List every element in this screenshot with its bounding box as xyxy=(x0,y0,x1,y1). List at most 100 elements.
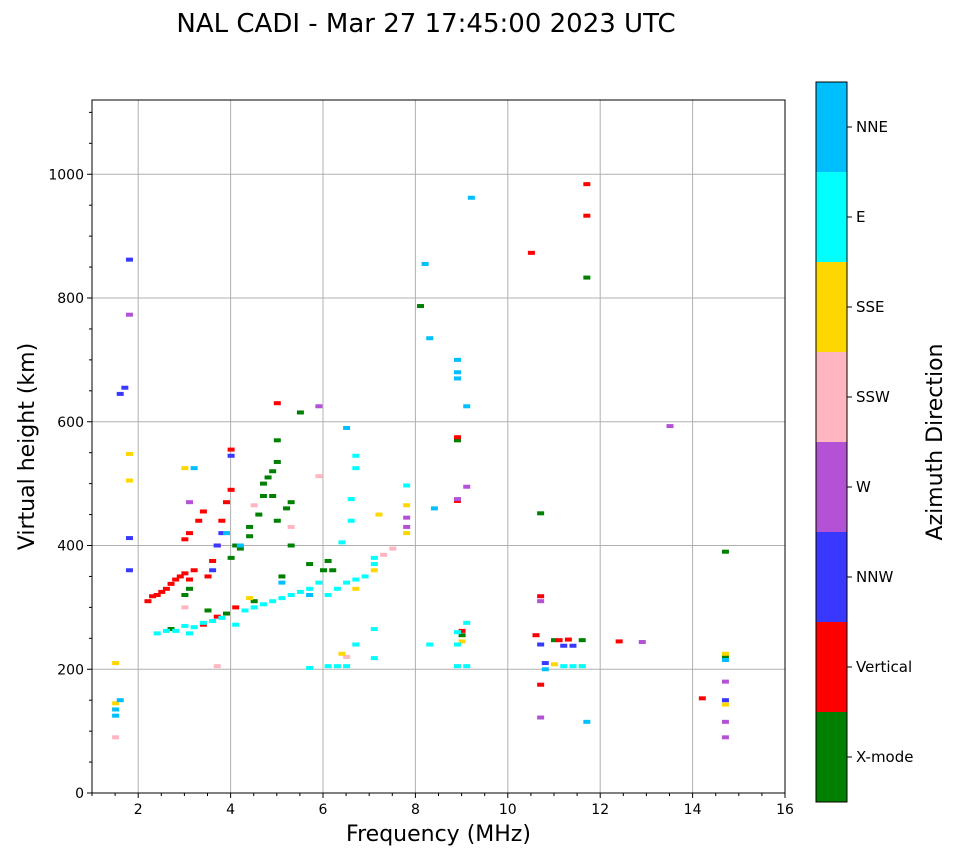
echo-point xyxy=(537,599,545,604)
echo-point xyxy=(278,574,286,579)
y-tick-label: 1000 xyxy=(48,167,84,183)
echo-point xyxy=(352,466,360,471)
echo-point xyxy=(199,620,207,625)
colorbar-segment xyxy=(816,712,847,802)
echo-point xyxy=(352,586,360,591)
echo-point xyxy=(638,640,646,645)
colorbar-segment xyxy=(816,622,847,712)
echo-point xyxy=(324,593,332,597)
echo-point xyxy=(246,534,254,539)
echo-point xyxy=(551,638,558,643)
echo-point xyxy=(172,628,180,633)
echo-point xyxy=(273,438,281,443)
colorbar: X-mode Vertical NNW W SSW SSE E NNE xyxy=(815,81,913,803)
echo-point xyxy=(287,593,295,597)
colorbar-label: NNE xyxy=(856,118,888,136)
echo-point xyxy=(227,487,235,492)
echo-point xyxy=(190,625,198,630)
echo-point xyxy=(121,385,129,390)
echo-point xyxy=(213,614,221,619)
echo-point xyxy=(125,568,133,573)
echo-point xyxy=(467,195,475,200)
echo-point xyxy=(532,633,540,638)
echo-point xyxy=(380,552,388,557)
echo-point xyxy=(333,664,341,669)
echo-point xyxy=(213,664,221,669)
echo-point xyxy=(269,599,277,604)
echo-point xyxy=(172,577,180,582)
echo-point xyxy=(222,531,230,536)
echo-point xyxy=(264,475,272,480)
echo-point xyxy=(583,182,591,187)
echo-point xyxy=(209,568,217,573)
echo-point xyxy=(343,654,351,659)
echo-point xyxy=(222,611,230,616)
echo-point xyxy=(370,562,378,567)
colorbar-label: Vertical xyxy=(856,658,912,676)
echo-point xyxy=(403,483,411,488)
x-tick-label: 10 xyxy=(499,802,517,818)
colorbar-label: SSE xyxy=(856,298,885,316)
colorbar-label: X-mode xyxy=(856,748,913,766)
colorbar-segment xyxy=(816,262,847,352)
echo-point xyxy=(361,574,369,579)
echo-point xyxy=(578,638,586,643)
echo-point xyxy=(125,451,133,456)
echo-point xyxy=(370,627,378,632)
x-tick-label: 8 xyxy=(411,802,420,818)
echo-point xyxy=(698,696,706,701)
echo-point xyxy=(181,623,189,628)
echo-point xyxy=(320,568,327,573)
echo-point xyxy=(259,602,267,607)
echo-point xyxy=(583,719,591,724)
echo-point xyxy=(222,500,230,505)
plot-frame xyxy=(91,99,786,794)
echo-point xyxy=(167,581,175,586)
echo-point xyxy=(537,715,545,720)
echo-point xyxy=(213,543,221,548)
echo-point xyxy=(315,474,323,479)
echo-point xyxy=(417,304,425,309)
echo-point xyxy=(343,580,351,585)
echo-point xyxy=(370,568,378,573)
echo-point xyxy=(453,376,461,381)
echo-point xyxy=(241,608,249,613)
echo-point xyxy=(329,568,337,573)
echo-point xyxy=(721,719,729,724)
colorbar-label: E xyxy=(856,208,865,226)
echo-point xyxy=(250,503,258,508)
echo-point xyxy=(181,593,189,597)
echo-point xyxy=(347,497,355,502)
echo-point xyxy=(564,637,572,642)
echo-point xyxy=(162,628,170,633)
echo-point xyxy=(453,664,461,669)
echo-point xyxy=(186,500,194,505)
echo-point xyxy=(551,662,558,667)
echo-point xyxy=(287,524,295,529)
colorbar-label: NNW xyxy=(856,568,893,586)
axes: 2 4 6 8 10 12 14 16 0 200 400 600 800 1000 xyxy=(48,111,794,818)
echo-point xyxy=(453,642,461,647)
echo-point xyxy=(246,524,254,529)
y-tick-label: 800 xyxy=(57,291,84,307)
x-tick-label: 6 xyxy=(319,802,328,818)
echo-point xyxy=(347,518,355,523)
echo-point xyxy=(721,657,729,662)
echo-point xyxy=(453,438,461,443)
echo-point xyxy=(153,631,161,636)
colorbar-segment xyxy=(816,352,847,442)
echo-point xyxy=(112,701,120,706)
echo-point xyxy=(167,627,175,632)
colorbar-segment xyxy=(816,82,847,172)
echo-point xyxy=(421,261,429,266)
echo-point xyxy=(153,593,161,597)
echo-point xyxy=(463,404,471,409)
echo-point xyxy=(352,577,360,582)
echo-point xyxy=(125,257,133,262)
echo-point xyxy=(181,466,189,471)
echo-point xyxy=(666,424,674,429)
echo-point xyxy=(259,481,267,486)
echo-point xyxy=(463,620,471,625)
